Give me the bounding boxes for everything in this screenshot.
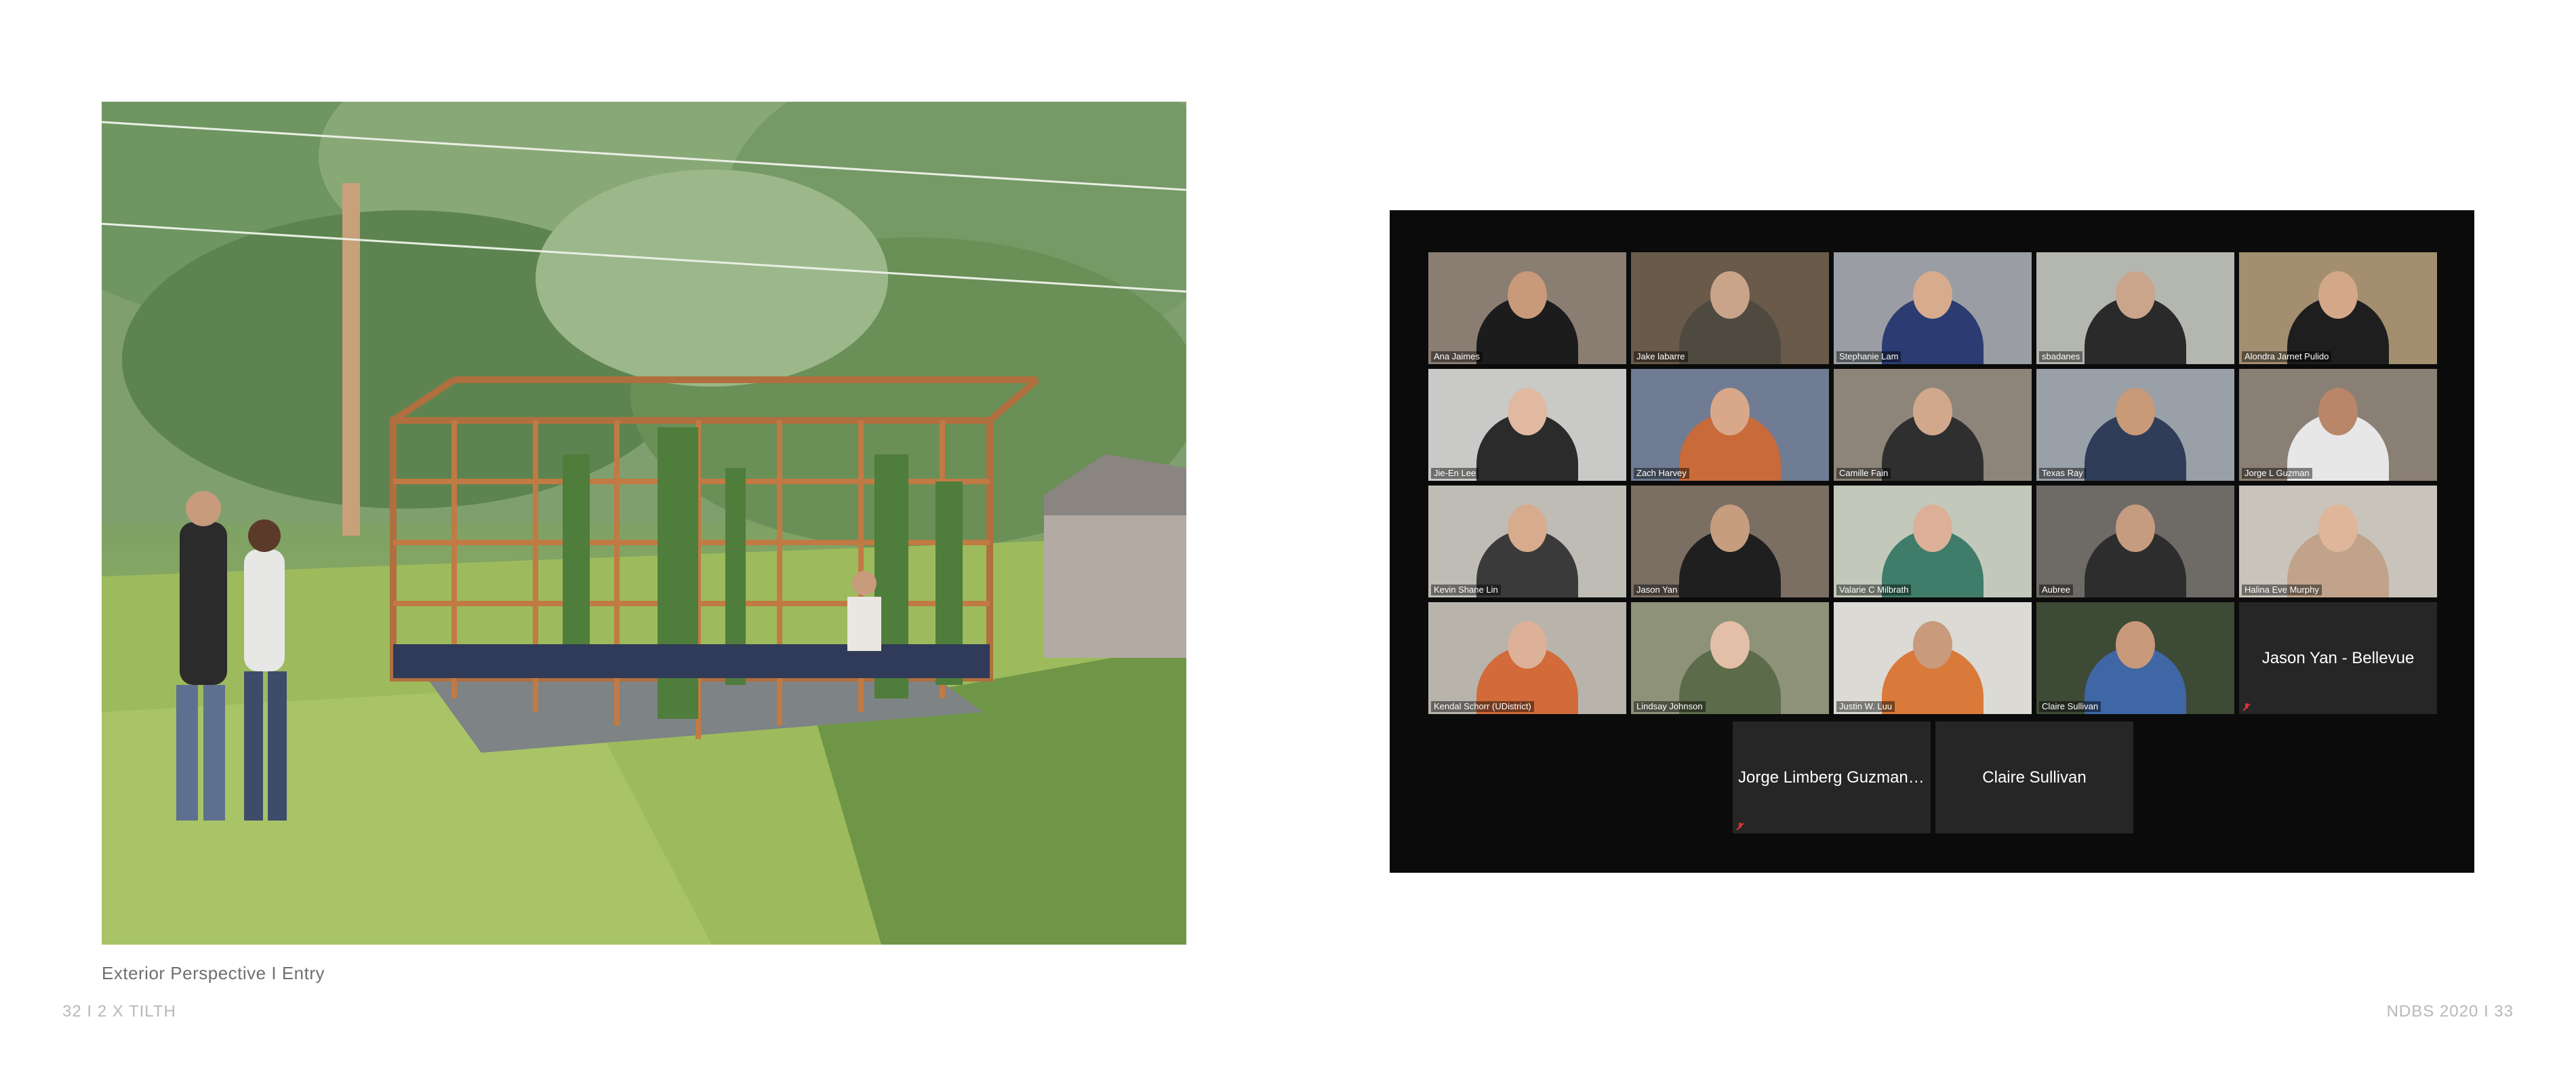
participant-name: Zach Harvey bbox=[1634, 468, 1689, 479]
participant-face bbox=[2116, 505, 2155, 552]
participant-tile-no-video: Claire Sullivan bbox=[1935, 722, 2133, 833]
participant-tile: Lindsay Johnson bbox=[1631, 602, 1829, 714]
participant-name: Kevin Shane Lin bbox=[1431, 585, 1501, 595]
participant-tile-no-video: Jason Yan - Bellevue bbox=[2239, 602, 2437, 714]
participant-tile: Halina Eve Murphy bbox=[2239, 486, 2437, 597]
participant-face bbox=[1710, 505, 1750, 552]
rendering-illustration bbox=[102, 102, 1186, 945]
participant-name: Stephanie Lam bbox=[1836, 351, 1901, 362]
participant-name: Kendal Schorr (UDistrict) bbox=[1431, 701, 1534, 712]
participant-tile: Valarie C Milbrath bbox=[1834, 486, 2032, 597]
participant-face bbox=[1913, 621, 1952, 669]
participant-name: Claire Sullivan bbox=[2039, 701, 2101, 712]
participant-name: Camille Fain bbox=[1836, 468, 1891, 479]
video-grid: Ana Jaimes Jake labarre Stephanie Lam sbada… bbox=[1428, 252, 2437, 714]
mic-off-icon bbox=[2242, 703, 2251, 711]
participant-tile: Kevin Shane Lin bbox=[1428, 486, 1626, 597]
bottom-row: Jorge Limberg Guzman-S... Claire Sulliva… bbox=[1733, 722, 2133, 833]
participant-name: Jake labarre bbox=[1634, 351, 1688, 362]
participant-face bbox=[2318, 271, 2358, 319]
participant-tile: Ana Jaimes bbox=[1428, 252, 1626, 364]
participant-name: Texas Ray bbox=[2039, 468, 2086, 479]
participant-face bbox=[1913, 505, 1952, 552]
participant-tile: Texas Ray bbox=[2036, 369, 2234, 481]
participant-face bbox=[1508, 388, 1547, 435]
participant-face bbox=[1508, 505, 1547, 552]
walking-couple bbox=[176, 491, 287, 821]
zoom-gallery-screenshot: Ana Jaimes Jake labarre Stephanie Lam sbada… bbox=[1390, 210, 2474, 873]
participant-tile: Jason Yan bbox=[1631, 486, 1829, 597]
folio-left: 32 I 2 X TILTH bbox=[62, 1002, 176, 1021]
participant-face bbox=[2116, 271, 2155, 319]
participant-tile: Stephanie Lam bbox=[1834, 252, 2032, 364]
participant-tile: Claire Sullivan bbox=[2036, 602, 2234, 714]
participant-tile: Kendal Schorr (UDistrict) bbox=[1428, 602, 1626, 714]
participant-face bbox=[2318, 505, 2358, 552]
participant-name: Valarie C Milbrath bbox=[1836, 585, 1912, 595]
participant-tile: Alondra Jarnet Pulido bbox=[2239, 252, 2437, 364]
participant-face bbox=[1710, 621, 1750, 669]
participant-name: Jorge Limberg Guzman-S... bbox=[1738, 768, 1931, 787]
participant-face bbox=[1710, 388, 1750, 435]
participant-name: Aubree bbox=[2039, 585, 2073, 595]
folio-right: NDBS 2020 I 33 bbox=[2386, 1002, 2514, 1021]
rendering-caption: Exterior Perspective I Entry bbox=[102, 963, 325, 983]
mic-off-icon bbox=[1736, 823, 1744, 831]
participant-tile: Jorge L Guzman bbox=[2239, 369, 2437, 481]
participant-face bbox=[1710, 271, 1750, 319]
participant-face bbox=[2116, 621, 2155, 669]
participant-tile: Jie-En Lee bbox=[1428, 369, 1626, 481]
participant-name: sbadanes bbox=[2039, 351, 2083, 362]
participant-name: Jason Yan bbox=[1634, 585, 1681, 595]
participant-face bbox=[1508, 271, 1547, 319]
participant-tile: sbadanes bbox=[2036, 252, 2234, 364]
participant-tile: Justin W. Luu bbox=[1834, 602, 2032, 714]
participant-face bbox=[1913, 271, 1952, 319]
participant-name: Justin W. Luu bbox=[1836, 701, 1895, 712]
participant-tile: Camille Fain bbox=[1834, 369, 2032, 481]
participant-tile: Aubree bbox=[2036, 486, 2234, 597]
participant-name: Lindsay Johnson bbox=[1634, 701, 1706, 712]
participant-name: Jorge L Guzman bbox=[2242, 468, 2312, 479]
participant-face bbox=[1913, 388, 1952, 435]
participant-name: Jason Yan - Bellevue bbox=[2261, 648, 2415, 667]
participant-name: Alondra Jarnet Pulido bbox=[2242, 351, 2332, 362]
exterior-perspective-rendering bbox=[102, 102, 1186, 945]
participant-tile: Jake labarre bbox=[1631, 252, 1829, 364]
participant-face bbox=[1508, 621, 1547, 669]
participant-face bbox=[2318, 388, 2358, 435]
participant-name: Jie-En Lee bbox=[1431, 468, 1479, 479]
participant-tile: Zach Harvey bbox=[1631, 369, 1829, 481]
participant-name: Claire Sullivan bbox=[1982, 768, 2087, 787]
participant-tile-no-video: Jorge Limberg Guzman-S... bbox=[1733, 722, 1931, 833]
participant-name: Halina Eve Murphy bbox=[2242, 585, 2322, 595]
participant-name: Ana Jaimes bbox=[1431, 351, 1483, 362]
participant-face bbox=[2116, 388, 2155, 435]
